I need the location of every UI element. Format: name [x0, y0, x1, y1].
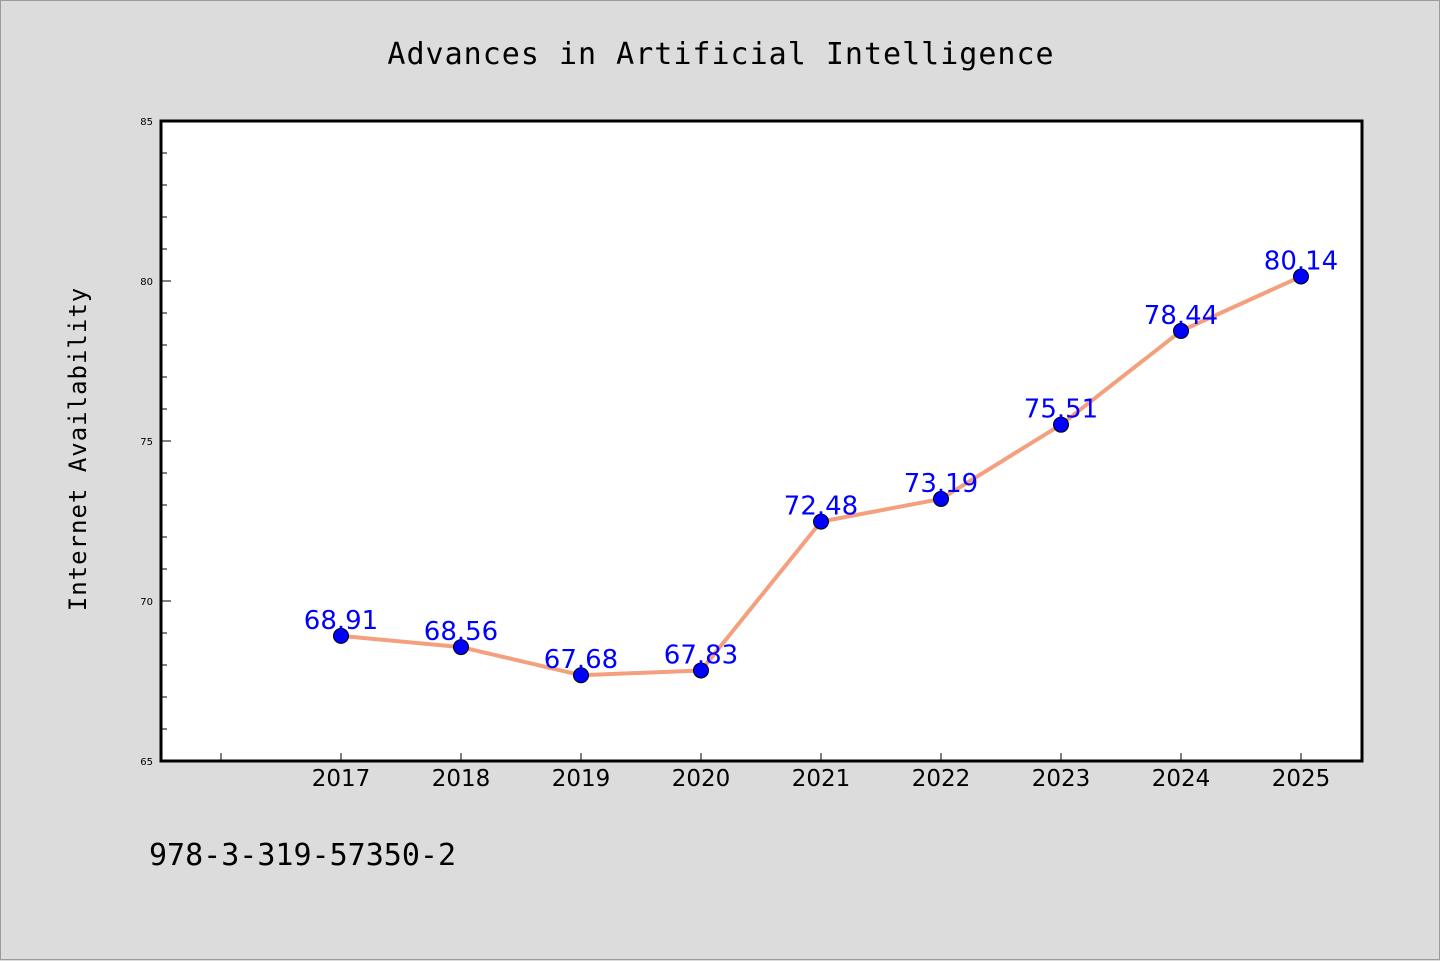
data-point [693, 662, 709, 679]
y-axis-ticks: 65 70 75 80 85 [140, 117, 171, 768]
data-label: 78.44 [1144, 301, 1218, 331]
isbn-annotation: 978-3-319-57350-2 [149, 838, 456, 873]
y-tick-label: 75 [140, 437, 153, 448]
data-point [453, 639, 469, 656]
data-point [1293, 268, 1309, 285]
data-label: 67.83 [664, 640, 738, 670]
y-tick-label: 65 [140, 757, 153, 768]
x-tick-label: 2021 [792, 766, 851, 792]
chart-title: Advances in Artificial Intelligence [387, 37, 1054, 72]
data-point [933, 490, 949, 507]
data-point [573, 667, 589, 684]
x-tick-label: 2019 [552, 766, 611, 792]
y-tick-label: 85 [140, 117, 153, 128]
x-axis-ticks: 2017 2018 2019 2020 2021 2022 2023 2024 2025 [220, 753, 1331, 792]
data-label: 72.48 [784, 492, 858, 522]
data-point [333, 627, 349, 644]
data-label: 80.14 [1264, 247, 1338, 277]
x-tick-label: 2023 [1032, 766, 1091, 792]
data-point [1173, 322, 1189, 339]
y-tick-label: 80 [140, 277, 153, 288]
plot-area [159, 119, 1364, 763]
data-label: 68.91 [304, 606, 378, 636]
x-tick-label: 2020 [672, 766, 731, 792]
data-label: 73.19 [904, 469, 978, 499]
y-axis-label: Internet Availability [64, 287, 92, 611]
data-label: 67.68 [544, 645, 618, 675]
data-point [813, 513, 829, 530]
series-layer: 68.91 68.56 67.68 67.83 72.48 73.19 75.51 78.44… [304, 247, 1338, 684]
data-label: 75.51 [1024, 395, 1098, 425]
x-tick-label: 2017 [312, 766, 371, 792]
x-tick-label: 2022 [912, 766, 971, 792]
data-point [1053, 416, 1069, 433]
x-tick-label: 2024 [1152, 766, 1211, 792]
data-label: 68.56 [424, 617, 498, 647]
x-tick-label: 2025 [1272, 766, 1331, 792]
y-tick-label: 70 [140, 597, 153, 608]
x-tick-label: 2018 [432, 766, 491, 792]
